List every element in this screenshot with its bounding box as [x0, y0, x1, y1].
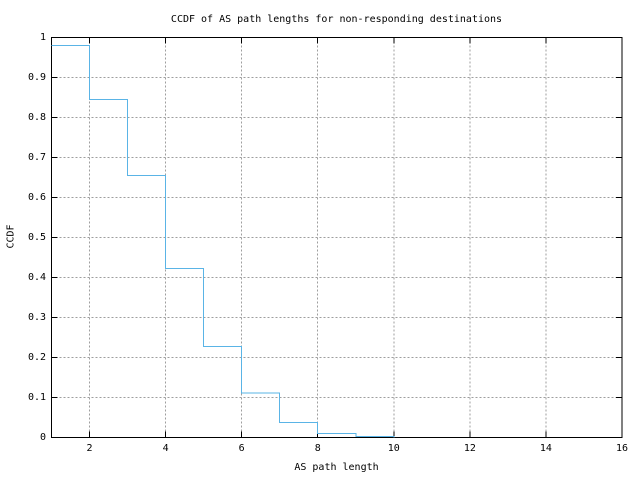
y-tick-label: 0.6 [27, 191, 46, 203]
plot-border [51, 37, 623, 438]
x-tick-label: 12 [463, 443, 476, 454]
y-tick-label: 0.3 [27, 311, 46, 323]
ccdf-step-line [51, 45, 395, 438]
x-tick-label: 14 [539, 443, 552, 454]
y-tick-label: 0.5 [27, 231, 46, 243]
x-tick-label: 16 [615, 443, 629, 454]
chart-title: CCDF of AS path lengths for non-respondi… [170, 14, 503, 25]
y-tick-label: 0.8 [27, 111, 46, 123]
x-tick-label: 4 [162, 443, 169, 454]
y-tick-label: 0.4 [27, 271, 46, 283]
y-tick-label: 0.2 [27, 351, 46, 363]
y-tick-label: 1 [39, 31, 46, 43]
x-tick-label: 8 [314, 443, 321, 454]
x-tick-label: 10 [387, 443, 400, 454]
x-axis-label: AS path length [294, 462, 379, 473]
x-tick-label: 2 [86, 443, 93, 454]
y-tick-label: 0.9 [27, 71, 46, 83]
y-tick-label: 0 [39, 431, 46, 443]
y-tick-label: 0.7 [27, 151, 46, 163]
y-tick-label: 0.1 [27, 391, 46, 403]
x-tick-label: 6 [238, 443, 245, 454]
